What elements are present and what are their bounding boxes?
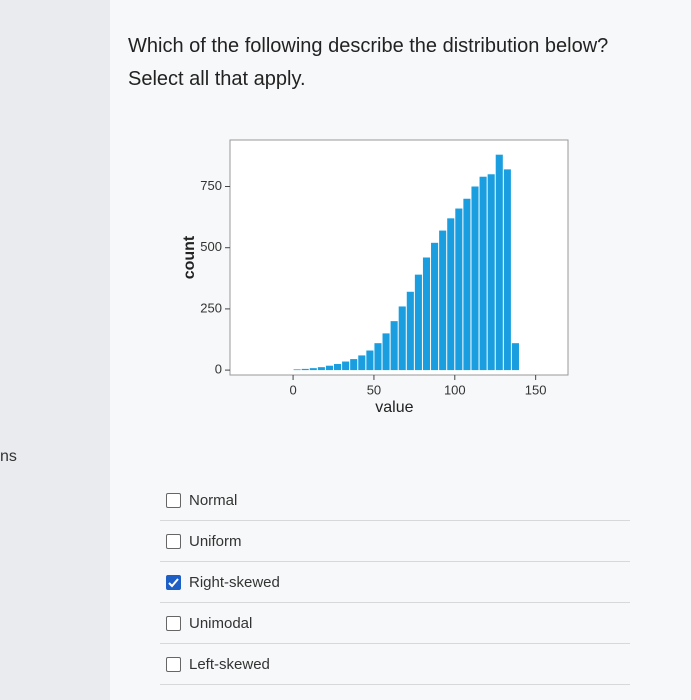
bar	[309, 368, 317, 371]
bar	[382, 333, 390, 371]
options: Normal Uniform Right-skewed Unimodal Left-sk…	[160, 480, 630, 685]
bar	[471, 186, 479, 371]
checkbox[interactable]	[166, 656, 181, 672]
check-mark	[168, 577, 179, 587]
bar	[366, 350, 374, 371]
bar	[358, 355, 366, 371]
option[interactable]: Uniform	[160, 521, 630, 562]
checkbox[interactable]	[166, 615, 181, 631]
option[interactable]: Left-skewed	[160, 644, 630, 685]
option-label[interactable]: Unimodal	[189, 614, 253, 632]
bar	[398, 306, 406, 371]
bar	[334, 363, 342, 371]
bar	[325, 365, 334, 371]
option[interactable]: Right-skewed	[160, 562, 630, 603]
option[interactable]: Unimodal	[160, 603, 630, 644]
bar	[374, 343, 382, 371]
side-text: ns	[0, 448, 17, 465]
bar	[479, 176, 487, 371]
question-line: Which of the following describe the dist…	[128, 35, 609, 57]
x-axis-label: value	[375, 399, 413, 416]
y-axis-label: count	[181, 235, 198, 279]
bar	[447, 218, 455, 371]
bar	[487, 174, 495, 371]
bar	[342, 361, 350, 371]
bar	[439, 230, 447, 371]
checkbox[interactable]	[166, 492, 181, 508]
bar	[511, 343, 519, 371]
bar	[390, 321, 398, 371]
option-label[interactable]: Normal	[189, 491, 238, 509]
bar	[301, 368, 309, 371]
x-tick-label: 100	[444, 382, 466, 397]
bar	[414, 274, 422, 371]
bar	[406, 291, 414, 371]
y-tick-label: 250	[200, 300, 222, 315]
bar	[463, 198, 471, 371]
y-tick-label: 750	[200, 178, 222, 193]
bar	[495, 154, 503, 371]
bar	[503, 169, 511, 371]
bar	[317, 367, 325, 371]
question-line: Select all that apply.	[128, 68, 306, 90]
bar	[422, 257, 431, 371]
checkbox[interactable]	[166, 574, 181, 590]
y-tick-label: 500	[200, 239, 222, 254]
x-tick-label: 150	[525, 382, 547, 397]
y-tick-label: 0	[215, 362, 222, 377]
checkbox[interactable]	[166, 533, 181, 549]
chart: 0 250 500 750 0 50 100 150 value count	[181, 139, 569, 416]
option-label[interactable]: Left-skewed	[189, 655, 270, 673]
bar	[293, 369, 301, 371]
option-label[interactable]: Right-skewed	[189, 573, 280, 591]
bar	[431, 242, 439, 371]
question: Which of the following describe the dist…	[128, 30, 608, 96]
bar	[350, 359, 358, 371]
bar	[455, 208, 463, 371]
x-tick-label: 0	[289, 382, 296, 397]
option-label[interactable]: Uniform	[189, 532, 242, 550]
x-tick-label: 50	[367, 382, 381, 397]
option[interactable]: Normal	[160, 480, 630, 521]
